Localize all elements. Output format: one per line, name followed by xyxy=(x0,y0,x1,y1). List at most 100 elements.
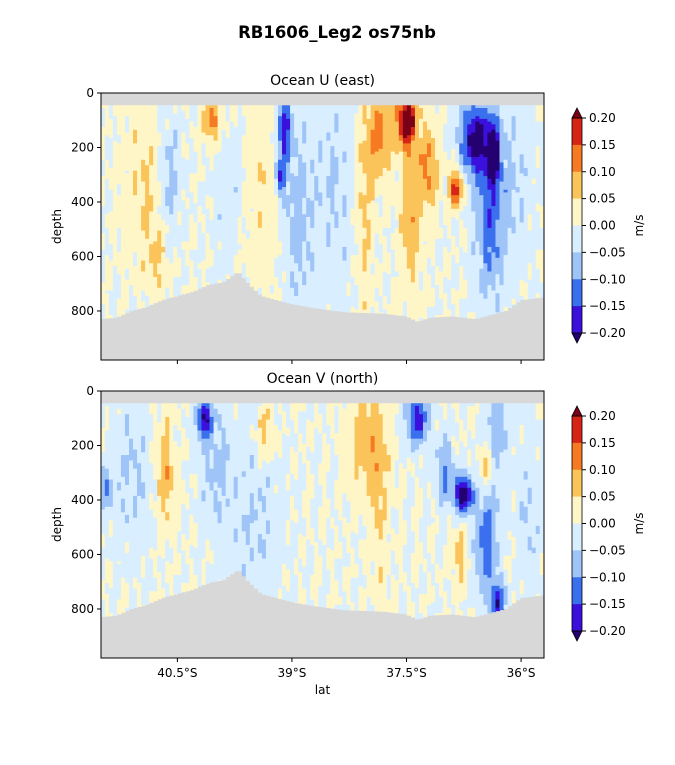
field-cell xyxy=(334,113,340,133)
field-cell xyxy=(422,441,428,559)
y-axis-label-v: depth xyxy=(50,507,64,542)
field-cell xyxy=(427,143,432,158)
field-cell xyxy=(475,444,480,461)
field-cell xyxy=(290,105,295,114)
colorbar-band xyxy=(572,198,582,226)
field-cell xyxy=(193,222,199,251)
field-cell xyxy=(257,553,263,593)
field-cell xyxy=(149,244,154,264)
field-cell xyxy=(435,534,440,565)
field-cell xyxy=(439,315,444,318)
field-cell xyxy=(475,116,480,123)
field-cell xyxy=(241,476,247,516)
field-cell xyxy=(205,403,211,410)
field-cell xyxy=(507,583,513,607)
field-cell xyxy=(418,271,424,291)
field-cell xyxy=(101,249,106,283)
field-cell xyxy=(257,181,263,212)
field-cell xyxy=(467,449,472,467)
field-cell xyxy=(193,574,199,589)
field-cell xyxy=(354,285,360,310)
field-cell xyxy=(298,433,303,453)
field-cell xyxy=(294,176,299,264)
field-cell xyxy=(427,525,432,554)
field-cell xyxy=(427,553,432,573)
field-cell xyxy=(185,197,190,210)
field-cell xyxy=(443,293,448,317)
field-cell xyxy=(471,132,476,158)
field-cell xyxy=(531,547,537,554)
field-cell xyxy=(535,121,541,147)
field-cell xyxy=(165,465,170,480)
field-cell xyxy=(354,416,360,480)
field-cell xyxy=(479,124,484,155)
field-cell xyxy=(124,514,130,524)
field-cell xyxy=(108,315,114,319)
field-cell xyxy=(209,266,215,285)
field-cell xyxy=(326,105,331,133)
field-cell xyxy=(133,170,138,196)
field-cell xyxy=(362,588,368,612)
plot-area xyxy=(101,93,544,360)
field-cell xyxy=(378,105,384,114)
field-cell xyxy=(104,135,110,161)
field-cell xyxy=(463,430,468,448)
field-cell xyxy=(455,219,460,248)
colorbar-band xyxy=(572,604,582,632)
field-cell xyxy=(294,263,299,283)
field-cell xyxy=(386,534,392,543)
field-cell xyxy=(495,498,501,513)
field-cell xyxy=(282,154,287,188)
field-cell xyxy=(410,222,416,283)
field-cell xyxy=(302,490,307,519)
field-cell xyxy=(378,312,384,314)
field-cell xyxy=(539,574,544,596)
colorbar-extend-min xyxy=(571,332,583,344)
field-cell xyxy=(189,173,195,193)
field-cell xyxy=(326,425,331,445)
field-cell xyxy=(467,506,472,516)
field-cell xyxy=(314,542,319,607)
field-cell xyxy=(145,295,150,307)
field-cell xyxy=(443,544,448,579)
field-cell xyxy=(157,274,162,289)
field-cell xyxy=(201,233,207,261)
field-cell xyxy=(471,105,476,120)
panel-title-u: Ocean U (east) xyxy=(270,73,375,89)
field-cell xyxy=(290,113,295,158)
field-cell xyxy=(149,547,154,559)
field-cell xyxy=(141,181,146,207)
field-cell xyxy=(503,189,509,193)
field-cell xyxy=(318,484,323,508)
field-cell xyxy=(209,550,215,565)
field-cell xyxy=(535,460,541,527)
field-cell xyxy=(362,539,368,576)
field-cell xyxy=(342,591,348,611)
field-cell xyxy=(245,514,251,546)
field-cell xyxy=(455,143,460,163)
field-cell xyxy=(124,607,130,611)
field-cell xyxy=(261,403,267,415)
field-cell xyxy=(302,271,307,286)
field-cell xyxy=(165,561,170,584)
field-cell xyxy=(286,520,291,546)
field-cell xyxy=(189,558,195,591)
field-cell xyxy=(177,531,182,554)
field-cell xyxy=(165,129,170,147)
field-cell xyxy=(495,178,501,221)
field-cell xyxy=(370,263,376,275)
field-cell xyxy=(104,214,110,229)
field-cell xyxy=(443,501,448,546)
field-cell xyxy=(209,468,215,491)
field-cell xyxy=(217,403,223,415)
field-cell xyxy=(145,238,150,297)
field-cell xyxy=(374,257,380,289)
field-cell xyxy=(362,271,368,302)
field-cell xyxy=(398,151,404,215)
field-cell xyxy=(418,290,424,319)
field-cell xyxy=(209,105,215,109)
field-cell xyxy=(435,266,440,286)
field-cell xyxy=(169,465,174,491)
field-cell xyxy=(149,509,154,549)
field-cell xyxy=(294,479,299,510)
